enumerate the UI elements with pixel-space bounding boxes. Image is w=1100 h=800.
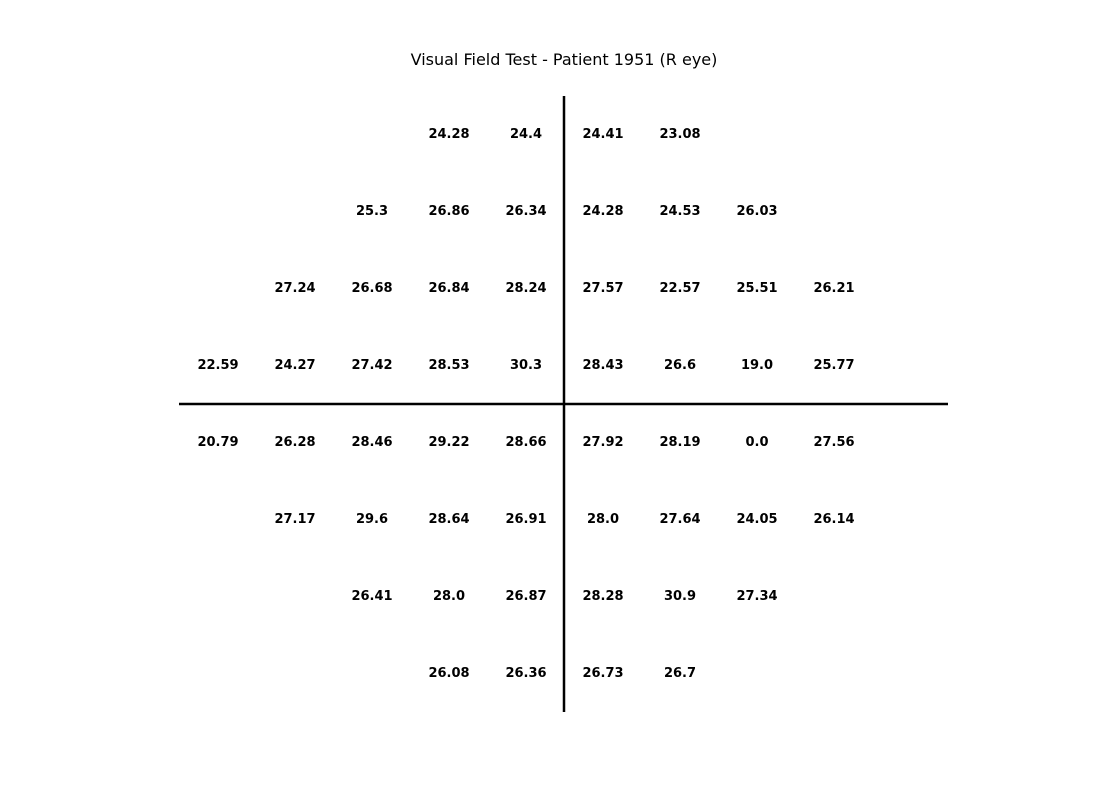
field-value: 26.68 <box>351 281 392 296</box>
field-value: 28.46 <box>351 435 392 450</box>
field-value: 27.17 <box>274 512 315 527</box>
field-value: 26.21 <box>813 281 854 296</box>
field-value: 29.22 <box>428 435 469 450</box>
field-value: 28.64 <box>428 512 469 527</box>
field-value: 26.36 <box>505 666 546 681</box>
value-labels: 24.28 24.4 24.41 23.08 25.3 26.86 26.34 24.28 24… <box>197 127 854 681</box>
field-value: 22.57 <box>659 281 700 296</box>
field-value: 26.28 <box>274 435 315 450</box>
chart-title: Visual Field Test - Patient 1951 (R eye) <box>410 50 718 69</box>
field-value: 27.57 <box>582 281 623 296</box>
field-value: 28.28 <box>582 589 623 604</box>
field-value: 26.41 <box>351 589 392 604</box>
field-value: 24.28 <box>582 204 623 219</box>
field-value: 24.41 <box>582 127 623 142</box>
field-value: 26.34 <box>505 204 546 219</box>
field-value: 26.03 <box>736 204 777 219</box>
field-value: 27.42 <box>351 358 392 373</box>
field-value: 27.92 <box>582 435 623 450</box>
field-value: 30.3 <box>510 358 542 373</box>
field-value: 23.08 <box>659 127 700 142</box>
field-value: 24.05 <box>736 512 777 527</box>
field-value: 28.53 <box>428 358 469 373</box>
field-value: 28.0 <box>433 589 465 604</box>
field-value: 26.7 <box>664 666 696 681</box>
field-value: 27.24 <box>274 281 315 296</box>
field-value: 26.08 <box>428 666 469 681</box>
field-value: 28.19 <box>659 435 700 450</box>
field-value: 19.0 <box>741 358 773 373</box>
field-value: 26.87 <box>505 589 546 604</box>
field-value: 25.77 <box>813 358 854 373</box>
field-value: 0.0 <box>745 435 768 450</box>
field-value: 28.43 <box>582 358 623 373</box>
field-value: 25.51 <box>736 281 777 296</box>
field-value: 26.73 <box>582 666 623 681</box>
field-value: 24.27 <box>274 358 315 373</box>
field-value: 30.9 <box>664 589 696 604</box>
field-value: 28.66 <box>505 435 546 450</box>
field-value: 25.3 <box>356 204 388 219</box>
field-value: 28.24 <box>505 281 546 296</box>
field-value: 26.6 <box>664 358 696 373</box>
field-value: 27.64 <box>659 512 700 527</box>
field-value: 20.79 <box>197 435 238 450</box>
field-value: 26.14 <box>813 512 854 527</box>
field-value: 26.91 <box>505 512 546 527</box>
field-value: 26.86 <box>428 204 469 219</box>
field-value: 27.34 <box>736 589 777 604</box>
field-value: 24.53 <box>659 204 700 219</box>
field-value: 29.6 <box>356 512 388 527</box>
field-value: 26.84 <box>428 281 469 296</box>
field-value: 27.56 <box>813 435 854 450</box>
field-value: 24.4 <box>510 127 542 142</box>
field-value: 24.28 <box>428 127 469 142</box>
field-value: 22.59 <box>197 358 238 373</box>
field-value: 28.0 <box>587 512 619 527</box>
